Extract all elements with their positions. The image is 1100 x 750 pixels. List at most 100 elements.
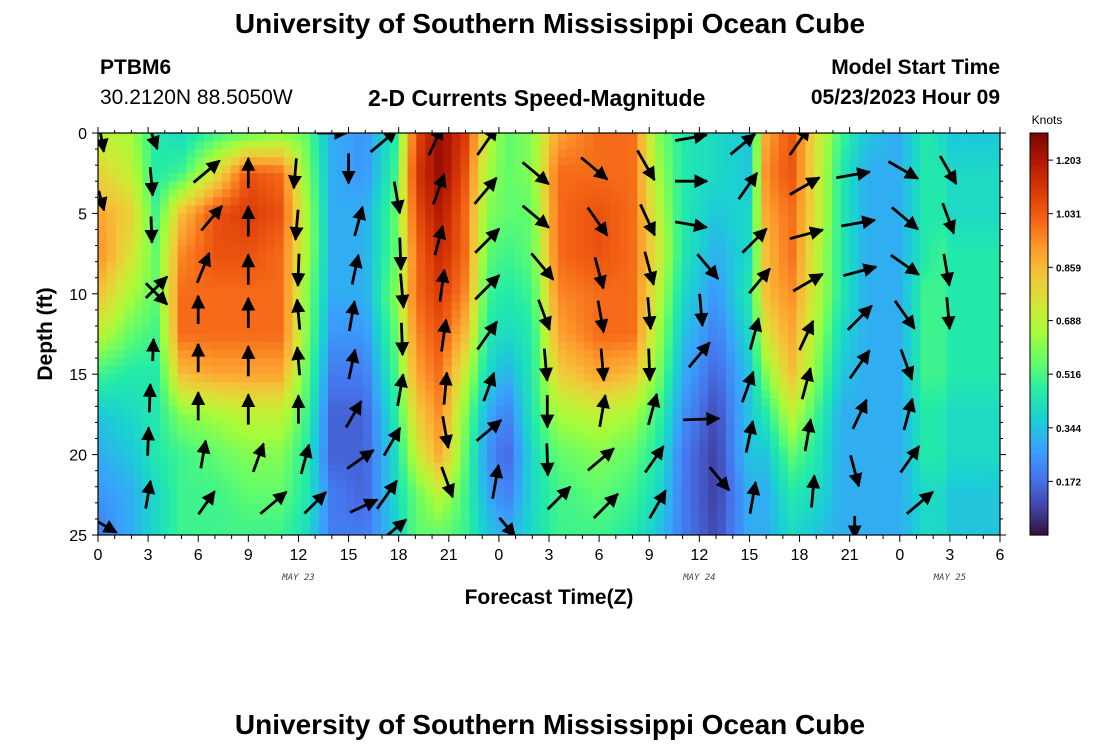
heatmap-cell — [522, 398, 532, 407]
heatmap-cell — [575, 317, 585, 327]
heatmap-cell — [133, 325, 143, 335]
heatmap-cell — [814, 293, 824, 303]
heatmap-cell — [893, 494, 904, 504]
heatmap-cell — [487, 197, 497, 206]
heatmap-cell — [885, 510, 895, 520]
heatmap-cell — [849, 277, 860, 287]
heatmap-cell — [681, 317, 692, 327]
heatmap-cell — [725, 414, 736, 424]
heatmap-cell — [416, 269, 426, 279]
heatmap-cell — [840, 414, 851, 424]
heatmap-cell — [230, 406, 241, 415]
heatmap-cell — [319, 237, 329, 247]
heatmap-cell — [770, 390, 780, 399]
heatmap-cell — [319, 221, 329, 231]
heatmap-cell — [221, 157, 232, 166]
heatmap-cell — [522, 141, 532, 150]
heatmap-cell — [212, 390, 223, 399]
heatmap-cell — [124, 213, 134, 223]
heatmap-cell — [655, 502, 665, 512]
heatmap-cell — [593, 189, 603, 198]
heatmap-cell — [690, 382, 700, 391]
heatmap-cell — [823, 334, 833, 343]
heatmap-cell — [186, 253, 196, 263]
heatmap-cell — [239, 494, 249, 504]
heatmap-cell — [416, 446, 426, 456]
heatmap-cell — [292, 518, 302, 528]
heatmap-cell — [911, 205, 922, 214]
heatmap-cell — [495, 157, 506, 166]
heatmap-cell — [637, 245, 647, 255]
heatmap-cell — [628, 502, 639, 512]
heatmap-cell — [602, 269, 612, 279]
heatmap-cell — [487, 454, 497, 464]
heatmap-cell — [283, 454, 294, 464]
heatmap-cell — [159, 478, 170, 488]
heatmap-cell — [204, 502, 214, 512]
heatmap-cell — [115, 342, 126, 351]
heatmap-cell — [522, 325, 532, 335]
heatmap-cell — [672, 438, 683, 448]
heatmap-cell — [451, 446, 462, 456]
heatmap-cell — [876, 157, 886, 166]
heatmap-cell — [372, 245, 382, 255]
heatmap-cell — [885, 181, 895, 190]
heatmap-cell — [363, 277, 373, 287]
heatmap-cell — [142, 253, 152, 263]
heatmap-cell — [752, 253, 762, 263]
heatmap-cell — [451, 325, 462, 335]
heatmap-cell — [920, 334, 930, 343]
heatmap-cell — [787, 462, 798, 472]
heatmap-cell — [619, 261, 630, 271]
heatmap-cell — [513, 301, 524, 311]
heatmap-cell — [274, 213, 285, 223]
heatmap-cell — [186, 285, 196, 295]
heatmap-cell — [708, 366, 718, 375]
heatmap-cell — [398, 173, 409, 182]
heatmap-cell — [717, 366, 727, 375]
heatmap-cell — [336, 382, 347, 391]
heatmap-cell — [106, 342, 117, 351]
heatmap-cell — [885, 301, 895, 311]
heatmap-cell — [557, 173, 568, 182]
heatmap-cell — [389, 157, 400, 166]
heatmap-cell — [734, 229, 745, 239]
heatmap-cell — [327, 422, 338, 432]
heatmap-cell — [336, 309, 347, 319]
heatmap-cell — [451, 478, 462, 488]
heatmap-cell — [283, 173, 294, 182]
heatmap-cell — [142, 197, 152, 206]
heatmap-cell — [964, 358, 975, 367]
heatmap-cell — [955, 205, 966, 214]
heatmap-cell — [699, 325, 709, 335]
heatmap-cell — [964, 462, 975, 472]
heatmap-cell — [310, 301, 320, 311]
heatmap-cell — [778, 438, 789, 448]
heatmap-cell — [301, 229, 311, 239]
heatmap-cell — [469, 301, 479, 311]
heatmap-cell — [902, 253, 913, 263]
heatmap-cell — [124, 422, 134, 432]
heatmap-cell — [584, 189, 594, 198]
heatmap-cell — [929, 486, 939, 496]
heatmap-cell — [212, 494, 223, 504]
heatmap-cell — [319, 350, 329, 359]
heatmap-cell — [204, 382, 214, 391]
heatmap-cell — [717, 350, 727, 359]
heatmap-cell — [301, 253, 311, 263]
heatmap-cell — [274, 173, 285, 182]
heatmap-cell — [708, 277, 718, 287]
heatmap-cell — [796, 350, 807, 359]
heatmap-cell — [858, 494, 868, 504]
heatmap-cell — [593, 518, 603, 528]
heatmap-cell — [204, 141, 214, 150]
heatmap-cell — [778, 414, 789, 424]
heatmap-cell — [442, 205, 453, 214]
heatmap-cell — [566, 374, 577, 383]
heatmap-cell — [557, 245, 568, 255]
heatmap-cell — [513, 325, 524, 335]
heatmap-cell — [389, 245, 400, 255]
heatmap-cell — [911, 141, 922, 150]
heatmap-cell — [911, 149, 922, 158]
heatmap-cell — [151, 518, 161, 528]
